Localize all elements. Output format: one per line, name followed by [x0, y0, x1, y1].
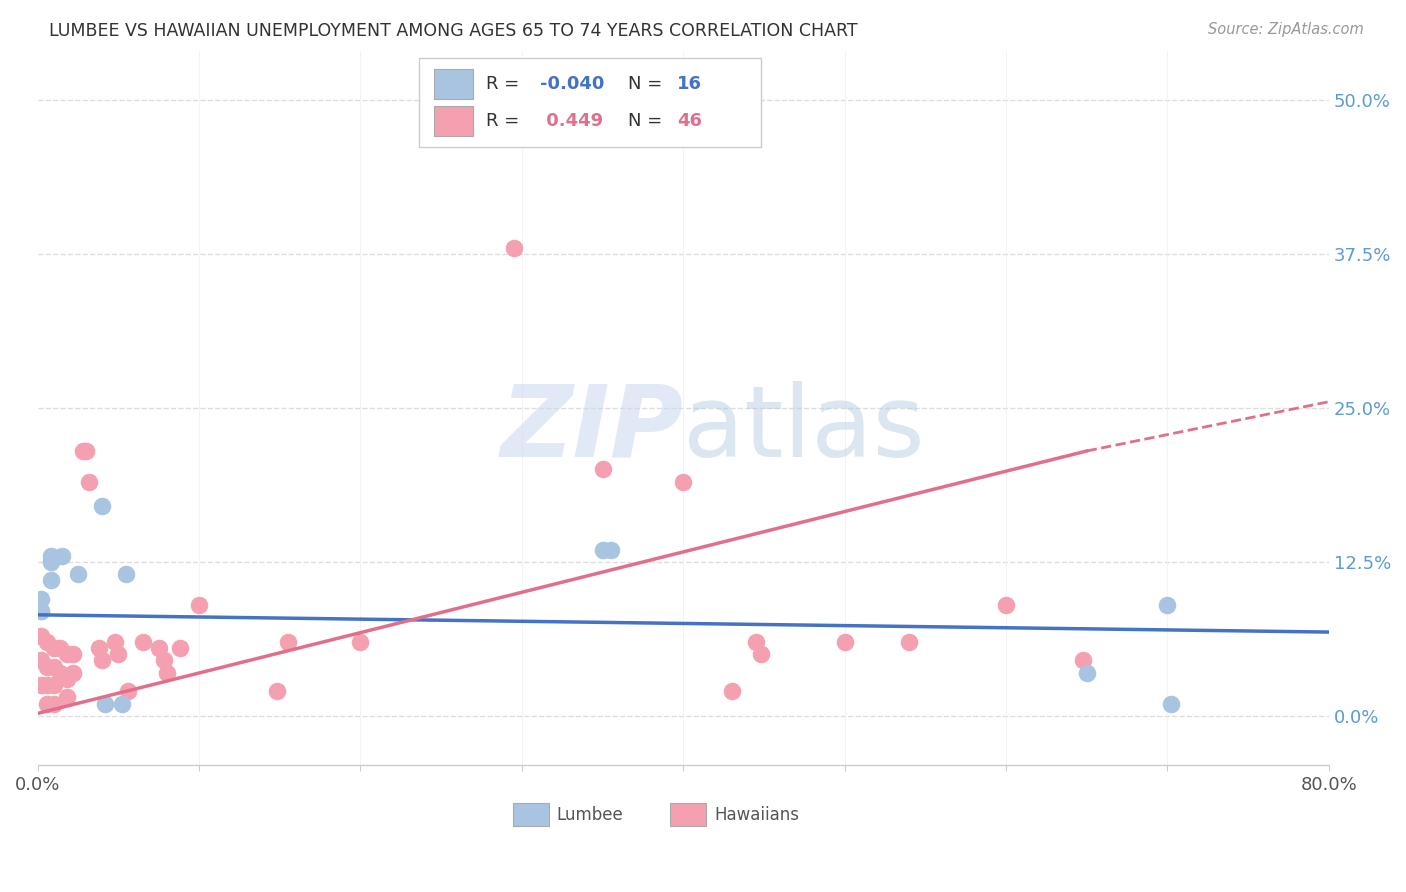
Point — [745, 635, 768, 649]
Point — [62, 665, 84, 680]
Point — [42, 659, 65, 673]
Point — [1160, 697, 1182, 711]
Point — [91, 500, 114, 514]
Point — [30, 653, 52, 667]
FancyBboxPatch shape — [513, 803, 548, 826]
Point — [91, 653, 114, 667]
Point — [94, 697, 117, 711]
Point — [131, 635, 153, 649]
Text: 16: 16 — [676, 75, 702, 93]
Text: LUMBEE VS HAWAIIAN UNEMPLOYMENT AMONG AGES 65 TO 74 YEARS CORRELATION CHART: LUMBEE VS HAWAIIAN UNEMPLOYMENT AMONG AG… — [49, 22, 858, 40]
Text: ZIP: ZIP — [501, 381, 683, 478]
Text: N =: N = — [627, 112, 668, 130]
Point — [110, 697, 132, 711]
Point — [87, 641, 110, 656]
Point — [42, 678, 65, 692]
Point — [62, 647, 84, 661]
Point — [1076, 665, 1098, 680]
Point — [104, 635, 127, 649]
Point — [266, 684, 288, 698]
Point — [995, 598, 1018, 612]
Point — [30, 591, 52, 606]
Point — [1073, 653, 1095, 667]
Text: N =: N = — [627, 75, 668, 93]
Point — [49, 641, 72, 656]
Point — [37, 678, 59, 692]
Point — [188, 598, 211, 612]
Point — [30, 604, 52, 618]
FancyBboxPatch shape — [419, 58, 761, 147]
Text: R =: R = — [485, 75, 524, 93]
Point — [37, 697, 59, 711]
Point — [592, 542, 614, 557]
Point — [42, 697, 65, 711]
Point — [30, 629, 52, 643]
Point — [107, 647, 129, 661]
Point — [720, 684, 742, 698]
Point — [72, 444, 94, 458]
Point — [117, 684, 139, 698]
Point — [152, 653, 174, 667]
Text: R =: R = — [485, 112, 524, 130]
Text: Hawaiians: Hawaiians — [714, 806, 799, 824]
Point — [37, 635, 59, 649]
Point — [592, 462, 614, 476]
Point — [1156, 598, 1178, 612]
Point — [148, 641, 170, 656]
Point — [39, 574, 62, 588]
Point — [502, 241, 524, 255]
Point — [115, 567, 138, 582]
Point — [51, 549, 73, 563]
Point — [49, 665, 72, 680]
Point — [834, 635, 856, 649]
Point — [39, 549, 62, 563]
Point — [749, 647, 772, 661]
Point — [55, 690, 77, 705]
FancyBboxPatch shape — [434, 106, 472, 136]
Point — [30, 604, 52, 618]
FancyBboxPatch shape — [434, 69, 472, 98]
Point — [898, 635, 921, 649]
Text: -0.040: -0.040 — [540, 75, 605, 93]
Point — [277, 635, 299, 649]
Text: 0.449: 0.449 — [540, 112, 603, 130]
Point — [55, 647, 77, 661]
Text: Source: ZipAtlas.com: Source: ZipAtlas.com — [1208, 22, 1364, 37]
Text: Lumbee: Lumbee — [557, 806, 623, 824]
Point — [349, 635, 371, 649]
Text: 46: 46 — [676, 112, 702, 130]
Point — [67, 567, 90, 582]
FancyBboxPatch shape — [671, 803, 706, 826]
Point — [79, 475, 101, 489]
Point — [599, 542, 621, 557]
Point — [169, 641, 191, 656]
Point — [75, 444, 97, 458]
Point — [30, 678, 52, 692]
Point — [42, 641, 65, 656]
Text: atlas: atlas — [683, 381, 925, 478]
Point — [672, 475, 695, 489]
Point — [37, 659, 59, 673]
Point — [156, 665, 179, 680]
Point — [55, 672, 77, 686]
Point — [39, 555, 62, 569]
